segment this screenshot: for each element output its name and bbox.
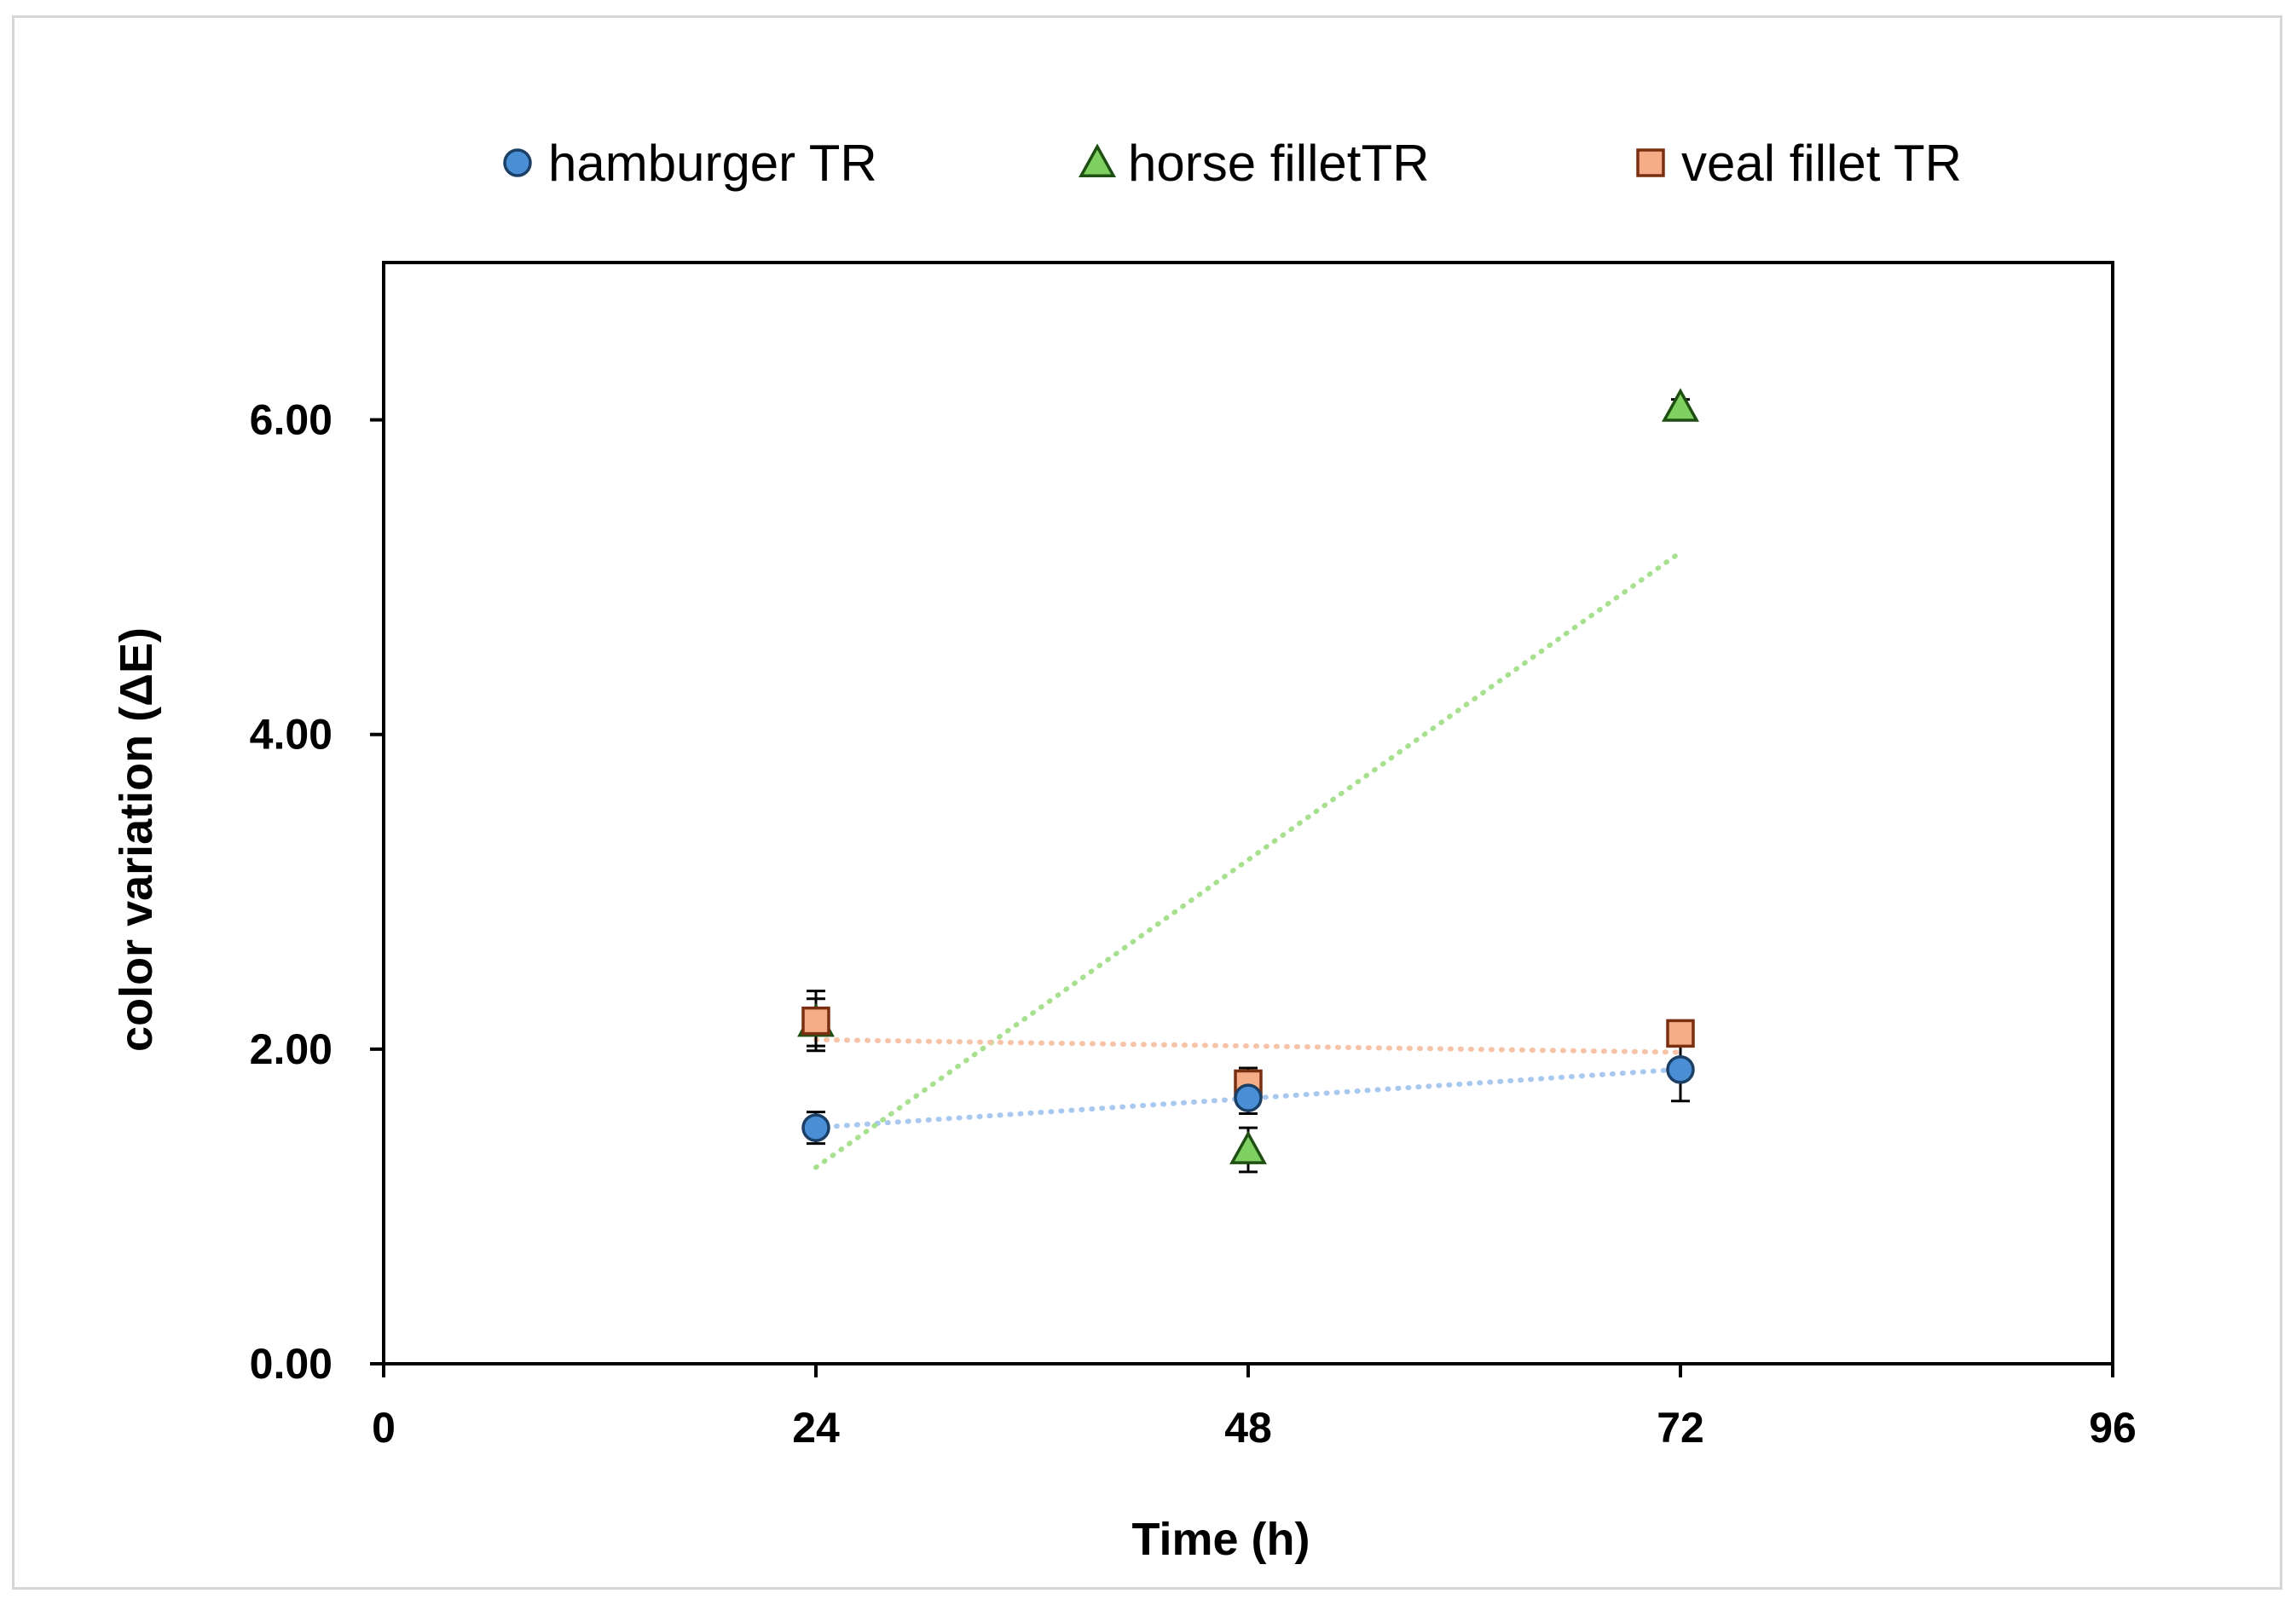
x-tick-label: 48 [1224,1404,1272,1452]
y-axis-title: color variation (ΔE) [111,627,162,1052]
x-tick-label: 0 [372,1404,396,1452]
x-tick-label: 72 [1657,1404,1704,1452]
x-tick-label: 24 [792,1404,840,1452]
data-point [801,1113,830,1142]
legend-marker [503,148,532,177]
trendlines [813,549,1683,1170]
data-point [1229,1130,1267,1164]
data-point [1666,1019,1695,1048]
y-tick-label: 4.00 [250,711,333,759]
y-tick-label: 2.00 [250,1025,333,1073]
y-tick-label: 0.00 [250,1340,333,1388]
trendline [813,1036,1683,1055]
legend-label: horse filletTR [1128,135,1429,192]
data-points [797,388,1699,1164]
x-axis: 0 24 48 72 96 [372,1364,2137,1452]
legend-label: veal fillet TR [1681,135,1962,192]
data-point [1234,1083,1263,1112]
trendline [813,1066,1683,1130]
legend-label: hamburger TR [548,135,877,192]
legend-marker [1636,148,1665,177]
trendline [813,549,1683,1170]
y-axis: 0.00 2.00 4.00 6.00 [250,396,384,1388]
legend-marker [1079,143,1116,177]
x-tick-label: 96 [2089,1404,2137,1452]
y-tick-label: 6.00 [250,396,333,444]
legend: hamburger TR horse filletTR veal fillet TR [503,135,1962,192]
x-axis-title: Time (h) [1131,1514,1310,1565]
chart-frame [12,15,2282,1590]
data-point [801,1006,830,1036]
data-point [1666,1055,1695,1084]
data-point [1662,388,1699,422]
plot-area [382,261,2114,1365]
